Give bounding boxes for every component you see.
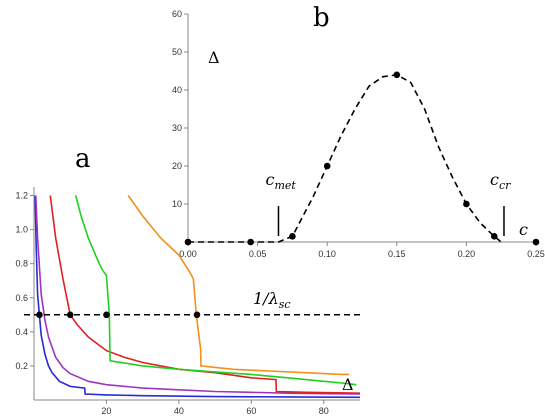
panel-b-x-tick-label: 0.20: [458, 249, 476, 259]
threshold-label-sub: sc: [279, 298, 291, 311]
marker-label-sub: cr: [499, 179, 511, 192]
marker-label-sub: met: [274, 179, 296, 192]
panel-b-x-tick-label: 0.00: [179, 249, 197, 259]
panel-a-points: [36, 311, 201, 319]
panel-a-x-tick-label: 20: [101, 406, 111, 416]
panel-b-y-tick-label: 60: [172, 9, 182, 19]
panel-b-point: [184, 238, 192, 246]
panel-b-x-tick-label: 0.15: [388, 249, 406, 259]
panel-a-series-line: [35, 195, 361, 395]
panel-b-markers: cmet ccr: [265, 170, 511, 236]
panel-a-label: a: [75, 144, 91, 174]
panel-b-y-tick-label: 10: [172, 199, 182, 209]
panel-b-label: b: [313, 3, 330, 33]
panel-b-y-tick-label: 50: [172, 47, 182, 57]
panel-a-y-tick-label: 0.2: [15, 361, 28, 371]
panel-b-points: [184, 71, 540, 246]
marker-label-main: c: [490, 170, 499, 189]
panel-a-y-tick-label: 1.2: [15, 191, 28, 201]
panel-b-ylabel: Δ: [208, 48, 220, 67]
panel-a-y-tick-label: 1.0: [15, 225, 28, 235]
panel-b-point: [393, 71, 401, 79]
marker-label-main: c: [265, 170, 274, 189]
panel-b-y-tick-label: 40: [172, 85, 182, 95]
panel-b-x-tick-label: 0.10: [318, 249, 336, 259]
panel-a-point: [103, 311, 110, 319]
panel-b-point: [323, 162, 331, 170]
threshold-label-main: 1/λ: [253, 289, 279, 308]
panel-a-series: [34, 195, 361, 399]
panel-b-y-tick-label: 20: [172, 161, 182, 171]
panel-a-series-line: [49, 195, 361, 394]
panel-b-series: [188, 73, 502, 243]
panel-a-point: [66, 311, 74, 319]
panel-a-axes: 20 40 60 80 0.2 0.4 0.6 0.8 1.0 1.2: [15, 187, 360, 416]
panel-a-y-tick-label: 0.6: [15, 293, 28, 303]
curve-label: Δ: [342, 375, 354, 394]
panel-b-point: [490, 233, 498, 240]
panel-b-x-tick-label: 0.25: [527, 249, 545, 259]
panel-a-x-tick-label: 80: [319, 406, 329, 416]
panel-b-point: [463, 200, 470, 208]
marker-label-cr: ccr: [490, 170, 511, 192]
panel-a-y-tick-label: 0.8: [15, 259, 28, 269]
panel-b-point: [532, 238, 540, 246]
panel-a-x-tick-label: 60: [246, 406, 256, 416]
panel-b: b Δ c 0.00 0.05 0.10 0.15 0.20 0.25 10 20 30 40 50…: [172, 3, 545, 259]
marker-label-met: cmet: [265, 170, 296, 192]
panel-a-series-line: [127, 195, 350, 376]
panel-b-y-tick-label: 30: [172, 123, 182, 133]
panel-a-point: [193, 311, 201, 319]
panel-a: a 20 40 60 80 0.2 0.4 0.6 0.8 1.0 1.2 1/λsc Δ: [15, 144, 361, 416]
panel-b-point: [247, 238, 254, 246]
panel-b-axes: 0.00 0.05 0.10 0.15 0.20 0.25 10 20 30 40 50 60: [172, 9, 545, 259]
panel-b-point: [289, 233, 296, 240]
panel-b-x-tick-label: 0.05: [249, 249, 267, 259]
panel-a-point: [36, 311, 43, 319]
panel-a-y-tick-label: 0.4: [15, 327, 28, 337]
panel-b-xlabel: c: [519, 220, 528, 239]
panel-b-series-line: [188, 73, 502, 243]
panel-a-series-line: [74, 195, 357, 386]
panel-a-x-tick-label: 40: [174, 406, 184, 416]
threshold-label: 1/λsc: [253, 289, 291, 311]
